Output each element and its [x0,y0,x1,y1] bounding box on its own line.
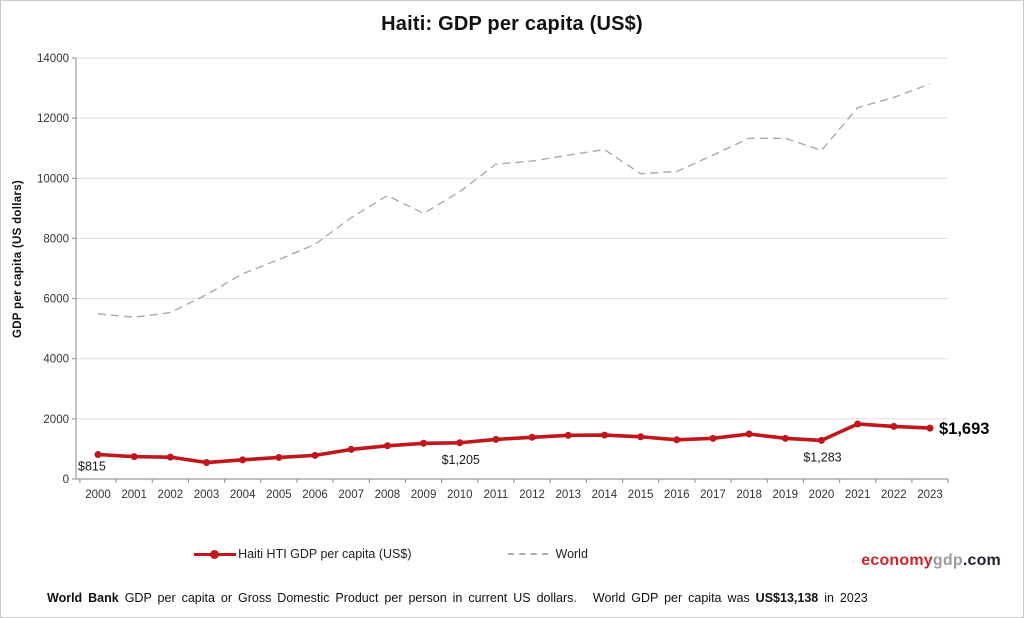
svg-text:2009: 2009 [411,489,437,501]
svg-text:2019: 2019 [773,489,799,501]
svg-text:2000: 2000 [85,489,111,501]
svg-text:2010: 2010 [447,489,473,501]
svg-text:2017: 2017 [700,489,726,501]
world-dashed-swatch-icon [507,553,548,555]
svg-text:2023: 2023 [917,489,943,501]
footer-source: World Bank [47,591,119,605]
branding-economy: economy [861,552,933,569]
svg-text:8000: 8000 [43,233,69,245]
svg-text:2001: 2001 [121,489,147,501]
svg-text:2018: 2018 [736,489,762,501]
svg-text:2015: 2015 [628,489,654,501]
svg-text:0: 0 [63,474,69,486]
svg-text:6000: 6000 [43,294,69,306]
svg-text:2000: 2000 [43,414,69,426]
svg-text:2013: 2013 [555,489,581,501]
svg-text:2004: 2004 [230,489,256,501]
chart-title: Haiti: GDP per capita (US$) [381,13,643,35]
svg-text:2020: 2020 [809,489,835,501]
branding-gdp: gdp [932,552,963,569]
footer-world-year: in 2023 [818,591,868,605]
legend-item-haiti: Haiti HTI GDP per capita (US$) [194,547,412,561]
svg-text:2006: 2006 [302,489,328,501]
svg-text:$1,283: $1,283 [803,450,841,464]
branding-com: .com [962,552,1001,569]
svg-text:$1,205: $1,205 [442,453,480,467]
svg-text:$815: $815 [78,459,106,473]
svg-text:2012: 2012 [519,489,545,501]
legend-label-world: World [555,547,588,561]
svg-text:2022: 2022 [881,489,907,501]
legend-item-world: World [507,547,588,561]
svg-text:12000: 12000 [37,113,69,125]
svg-text:2003: 2003 [194,489,220,501]
svg-text:2014: 2014 [592,489,618,501]
svg-text:10000: 10000 [37,173,69,185]
legend-label-haiti: Haiti HTI GDP per capita (US$) [238,547,412,561]
svg-text:2021: 2021 [845,489,871,501]
svg-text:2011: 2011 [484,489,509,501]
plot-area: 0 2000 4000 6000 8000 10000 12000 14000 2000 2001… [37,53,989,501]
branding-economygdp: economygdp.com [861,552,1001,570]
haiti-line-swatch-icon [194,549,237,559]
svg-text:4000: 4000 [43,354,69,366]
svg-text:$1,693: $1,693 [939,420,989,438]
svg-text:2016: 2016 [664,489,690,501]
footer-description: GDP per capita or Gross Domestic Product… [118,591,577,605]
svg-text:14000: 14000 [37,53,69,65]
legend: Haiti HTI GDP per capita (US$) World [1,547,781,561]
footer-world-text: World GDP per capita was [592,591,756,605]
svg-text:2002: 2002 [158,489,184,501]
footer-note: World Bank GDP per capita or Gross Domes… [47,591,997,605]
y-axis-title: GDP per capita (US dollars) [12,179,24,339]
svg-text:2007: 2007 [338,489,364,501]
svg-text:2008: 2008 [375,489,401,501]
svg-text:2005: 2005 [266,489,292,501]
footer-world-value: US$13,138 [755,591,819,605]
